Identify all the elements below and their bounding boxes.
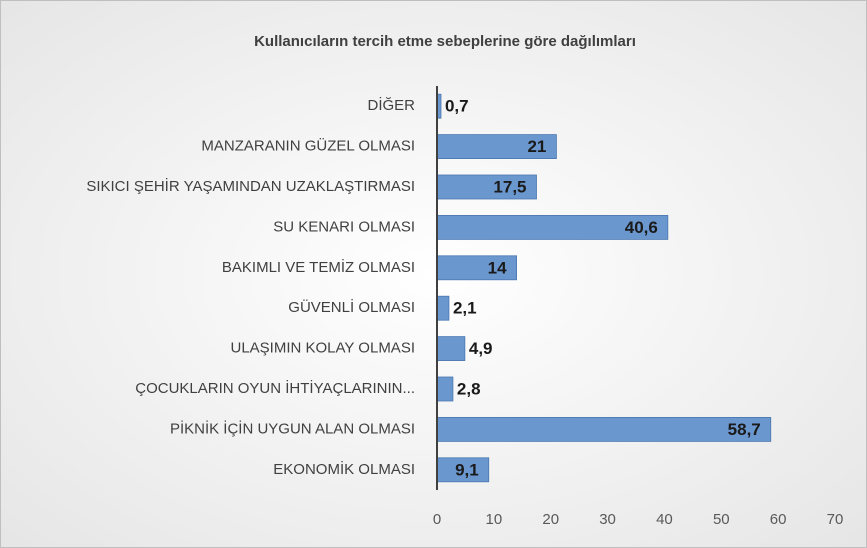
data-label: 17,5	[493, 177, 526, 196]
bar	[436, 336, 466, 362]
bar	[436, 457, 490, 483]
bar	[436, 174, 537, 200]
bar	[436, 295, 450, 321]
bar	[436, 376, 454, 402]
y-tick-label: DİĞER	[367, 96, 415, 114]
data-label: 40,6	[625, 218, 658, 237]
y-tick-label: EKONOMİK OLMASI	[273, 460, 415, 478]
y-tick-label: MANZARANIN GÜZEL OLMASI	[201, 137, 415, 155]
data-label: 0,7	[445, 97, 469, 116]
x-tick-label: 20	[542, 511, 559, 528]
y-tick-label: GÜVENLİ OLMASI	[288, 298, 415, 316]
y-tick-label: ÇOCUKLARIN OYUN İHTİYAÇLARININ...	[135, 379, 415, 397]
bar	[436, 134, 557, 160]
y-tick-label: BAKIMLI VE TEMİZ OLMASI	[222, 258, 415, 276]
data-label: 9,1	[455, 460, 479, 479]
x-tick-label: 50	[713, 511, 730, 528]
chart-title: Kullanıcıların tercih etme sebeplerine g…	[254, 33, 636, 50]
x-tick-label: 30	[599, 511, 616, 528]
data-label: 4,9	[469, 339, 493, 358]
y-tick-label: ULAŞIMIN KOLAY OLMASI	[230, 340, 415, 357]
y-tick-label: SU KENARI OLMASI	[273, 218, 415, 235]
data-label: 21	[527, 137, 546, 156]
y-tick-label: PİKNİK İÇİN UYGUN ALAN OLMASI	[170, 419, 415, 437]
y-tick-label: SIKICI ŞEHİR YAŞAMINDAN UZAKLAŞTIRMASI	[86, 177, 415, 195]
x-tick-label: 60	[770, 511, 787, 528]
bar	[436, 416, 772, 442]
x-tick-label: 10	[486, 511, 503, 528]
x-tick-label: 70	[827, 511, 844, 528]
bar	[436, 255, 517, 281]
data-label: 2,1	[453, 299, 477, 318]
x-tick-label: 40	[656, 511, 673, 528]
x-tick-label: 0	[433, 511, 441, 528]
data-label: 58,7	[728, 420, 761, 439]
data-label: 2,8	[457, 379, 481, 398]
data-label: 14	[488, 258, 507, 277]
